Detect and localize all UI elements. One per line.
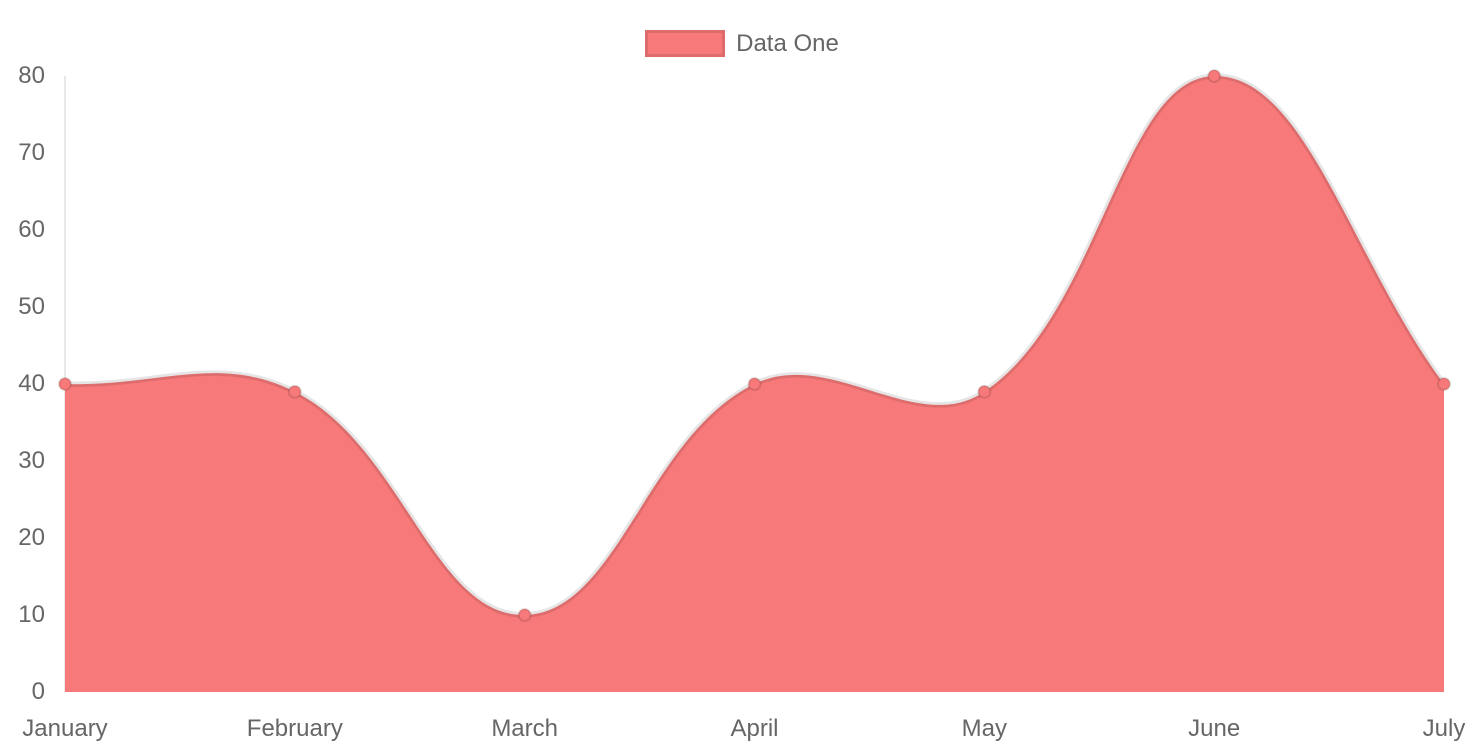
y-tick-label-50: 50 (18, 293, 45, 320)
data-point-march[interactable] (517, 608, 532, 622)
y-tick-label-20: 20 (18, 524, 45, 551)
data-point-may[interactable] (977, 384, 992, 399)
data-point-june[interactable] (1207, 69, 1222, 83)
x-tick-label-june: June (1188, 715, 1241, 742)
legend-swatch (645, 30, 726, 57)
data-point-february[interactable] (287, 384, 302, 399)
data-point-april[interactable] (747, 377, 762, 391)
data-point-january[interactable] (58, 377, 72, 391)
y-tick-label-80: 80 (18, 62, 45, 89)
x-tick-label-january: January (22, 715, 108, 742)
x-tick-label-april: April (730, 715, 779, 742)
legend-label: Data One (736, 30, 839, 57)
series-line (62, 73, 1447, 618)
y-tick-label-30: 30 (18, 447, 45, 474)
x-tick-label-july: July (1422, 715, 1466, 742)
legend-item-data-one[interactable]: Data One (0, 30, 1484, 57)
x-tick-label-february: February (246, 715, 343, 742)
x-tick-label-may: May (961, 715, 1007, 742)
y-tick-label-70: 70 (18, 139, 45, 166)
y-tick-label-0: 0 (31, 678, 45, 705)
y-tick-label-10: 10 (18, 601, 45, 628)
x-tick-label-march: March (491, 715, 558, 742)
data-point-july[interactable] (1437, 377, 1451, 391)
y-tick-label-60: 60 (18, 216, 45, 243)
y-tick-label-40: 40 (18, 370, 45, 397)
area-fill (65, 75, 1444, 693)
